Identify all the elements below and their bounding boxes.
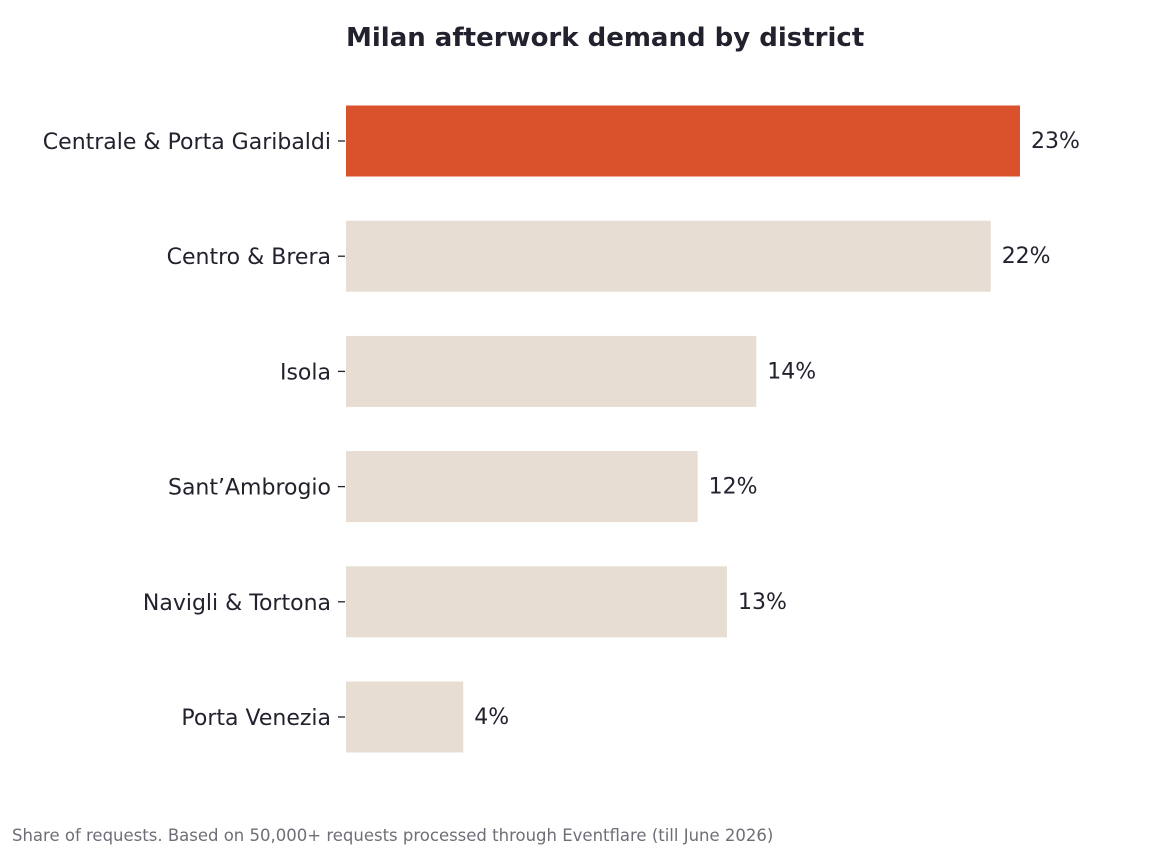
chart-title: Milan afterwork demand by district — [346, 23, 864, 53]
y-axis-ticks — [338, 140, 345, 718]
bar-2 — [346, 335, 757, 407]
bar-3 — [346, 451, 698, 523]
value-labels: 23% 22% 14% 12% 13% 4% — [474, 129, 1080, 730]
category-label-3: Sant’Ambrogio — [168, 476, 331, 501]
category-label-2: Isola — [280, 360, 331, 385]
value-label-2: 14% — [767, 359, 816, 384]
chart-footnote: Share of requests. Based on 50,000+ requ… — [12, 826, 773, 845]
bar-0 — [346, 105, 1020, 177]
bar-4 — [346, 566, 727, 638]
bar-1 — [346, 220, 991, 292]
bars-group — [346, 105, 1020, 753]
category-label-4: Navigli & Tortona — [143, 591, 331, 616]
value-label-1: 22% — [1002, 244, 1051, 269]
category-labels: Centrale & Porta Garibaldi Centro & Brera… — [43, 130, 331, 731]
value-label-5: 4% — [474, 705, 509, 730]
value-label-0: 23% — [1031, 129, 1080, 154]
bar-5 — [346, 681, 464, 753]
category-label-0: Centrale & Porta Garibaldi — [43, 130, 331, 155]
value-label-4: 13% — [738, 590, 787, 615]
value-label-3: 12% — [709, 475, 758, 500]
category-label-5: Porta Venezia — [181, 706, 331, 731]
category-label-1: Centro & Brera — [167, 245, 331, 270]
